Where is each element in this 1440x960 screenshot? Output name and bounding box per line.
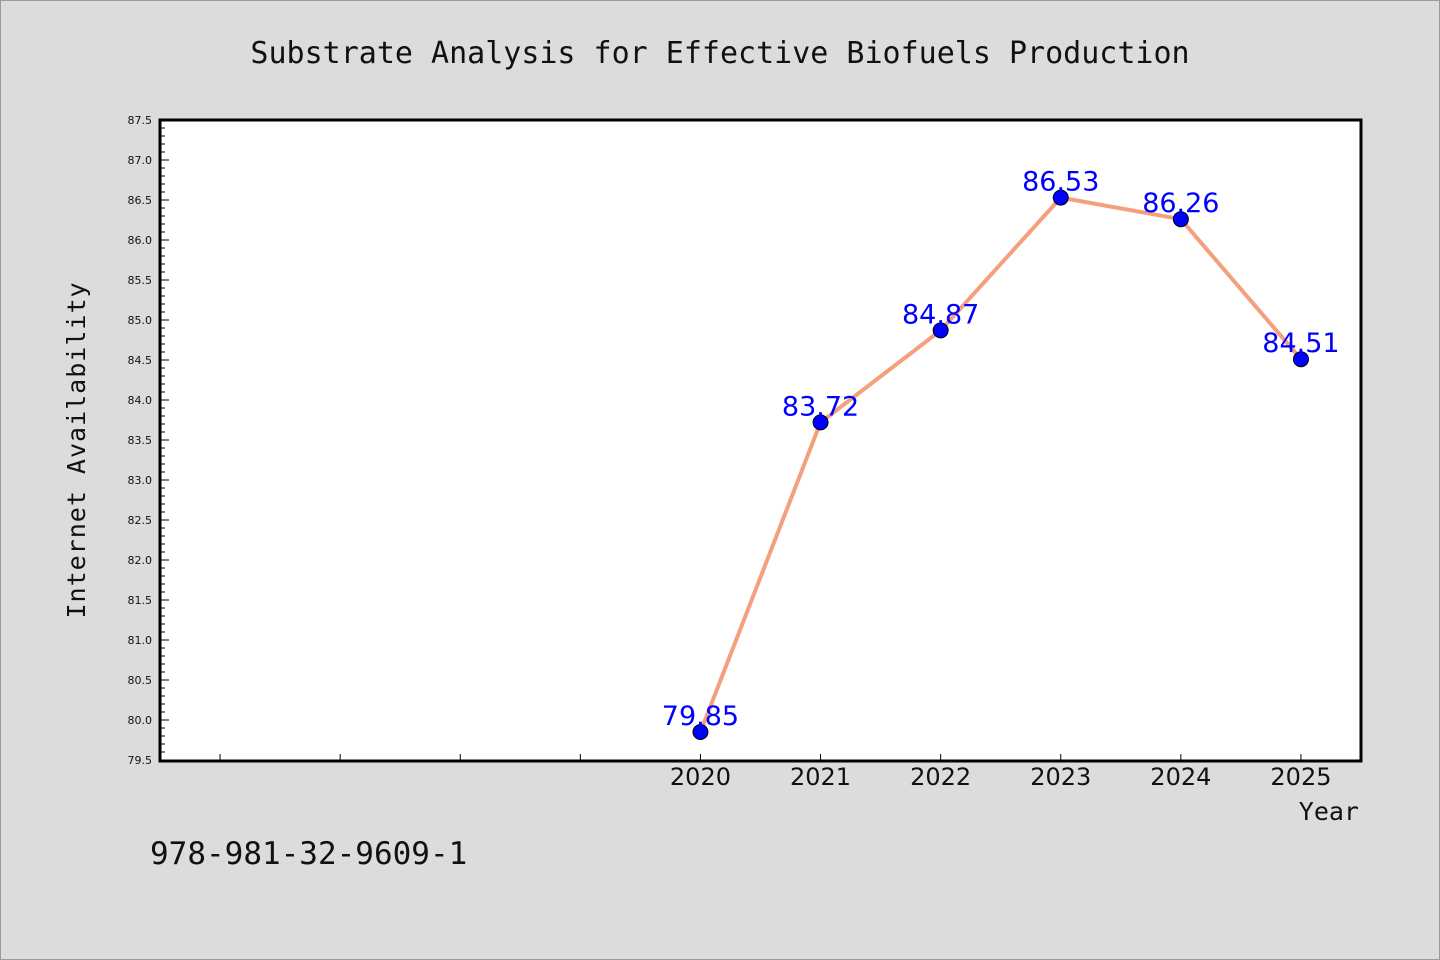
data-point xyxy=(692,724,709,740)
y-tick-label: 80.0 xyxy=(128,714,153,727)
data-label: 86.53 xyxy=(1022,167,1099,198)
x-axis: 2020 2021 2022 2023 2024 2025 xyxy=(219,754,1331,791)
y-tick-label: 87.5 xyxy=(128,114,153,127)
x-tick-label: 2025 xyxy=(1270,763,1331,791)
data-label: 79.85 xyxy=(662,701,739,732)
y-tick-label: 80.5 xyxy=(128,674,153,687)
plot-border xyxy=(158,118,1363,763)
plot-area xyxy=(160,120,1361,761)
x-tick-label: 2022 xyxy=(910,763,971,791)
y-tick-label: 81.5 xyxy=(128,594,153,607)
data-label: 83.72 xyxy=(782,391,859,422)
data-point xyxy=(1052,189,1069,206)
data-label: 84.87 xyxy=(902,299,979,330)
data-point xyxy=(812,414,829,431)
x-tick-label: 2021 xyxy=(790,763,851,791)
y-tick-label: 85.0 xyxy=(128,314,153,327)
y-tick-label: 81.0 xyxy=(128,634,153,647)
y-tick-label: 84.0 xyxy=(128,394,153,407)
data-point xyxy=(1292,351,1309,368)
chart-title: Substrate Analysis for Effective Biofuel… xyxy=(250,36,1189,71)
series-group: 79.85 83.72 84.87 86.53 86.26 84.51 xyxy=(662,167,1340,740)
series-line xyxy=(698,195,1303,734)
y-axis-label: Internet Availability xyxy=(62,281,91,618)
data-point xyxy=(1172,211,1189,228)
y-tick-label: 83.5 xyxy=(128,434,153,447)
x-tick-label: 2023 xyxy=(1030,763,1091,791)
isbn-text: 978-981-32-9609-1 xyxy=(150,836,467,872)
y-axis: 79.5 80.0 80.5 81.0 81.5 82.0 82.5 83.0 83.5 84.0… xyxy=(128,114,169,767)
data-label: 86.26 xyxy=(1142,188,1219,219)
y-tick-label: 82.0 xyxy=(128,554,153,567)
x-tick-label: 2024 xyxy=(1150,763,1211,791)
y-tick-label: 87.0 xyxy=(128,154,153,167)
x-axis-label: Year xyxy=(1299,797,1359,826)
y-tick-label: 82.5 xyxy=(128,514,153,527)
data-point xyxy=(932,322,949,339)
y-tick-label: 86.5 xyxy=(128,194,153,207)
data-label: 84.51 xyxy=(1262,328,1339,359)
x-tick-label: 2020 xyxy=(670,763,731,791)
y-tick-label: 79.5 xyxy=(128,754,153,767)
y-tick-label: 84.5 xyxy=(128,354,153,367)
y-tick-label: 83.0 xyxy=(128,474,153,487)
y-tick-label: 85.5 xyxy=(128,274,153,287)
y-tick-label: 86.0 xyxy=(128,234,153,247)
